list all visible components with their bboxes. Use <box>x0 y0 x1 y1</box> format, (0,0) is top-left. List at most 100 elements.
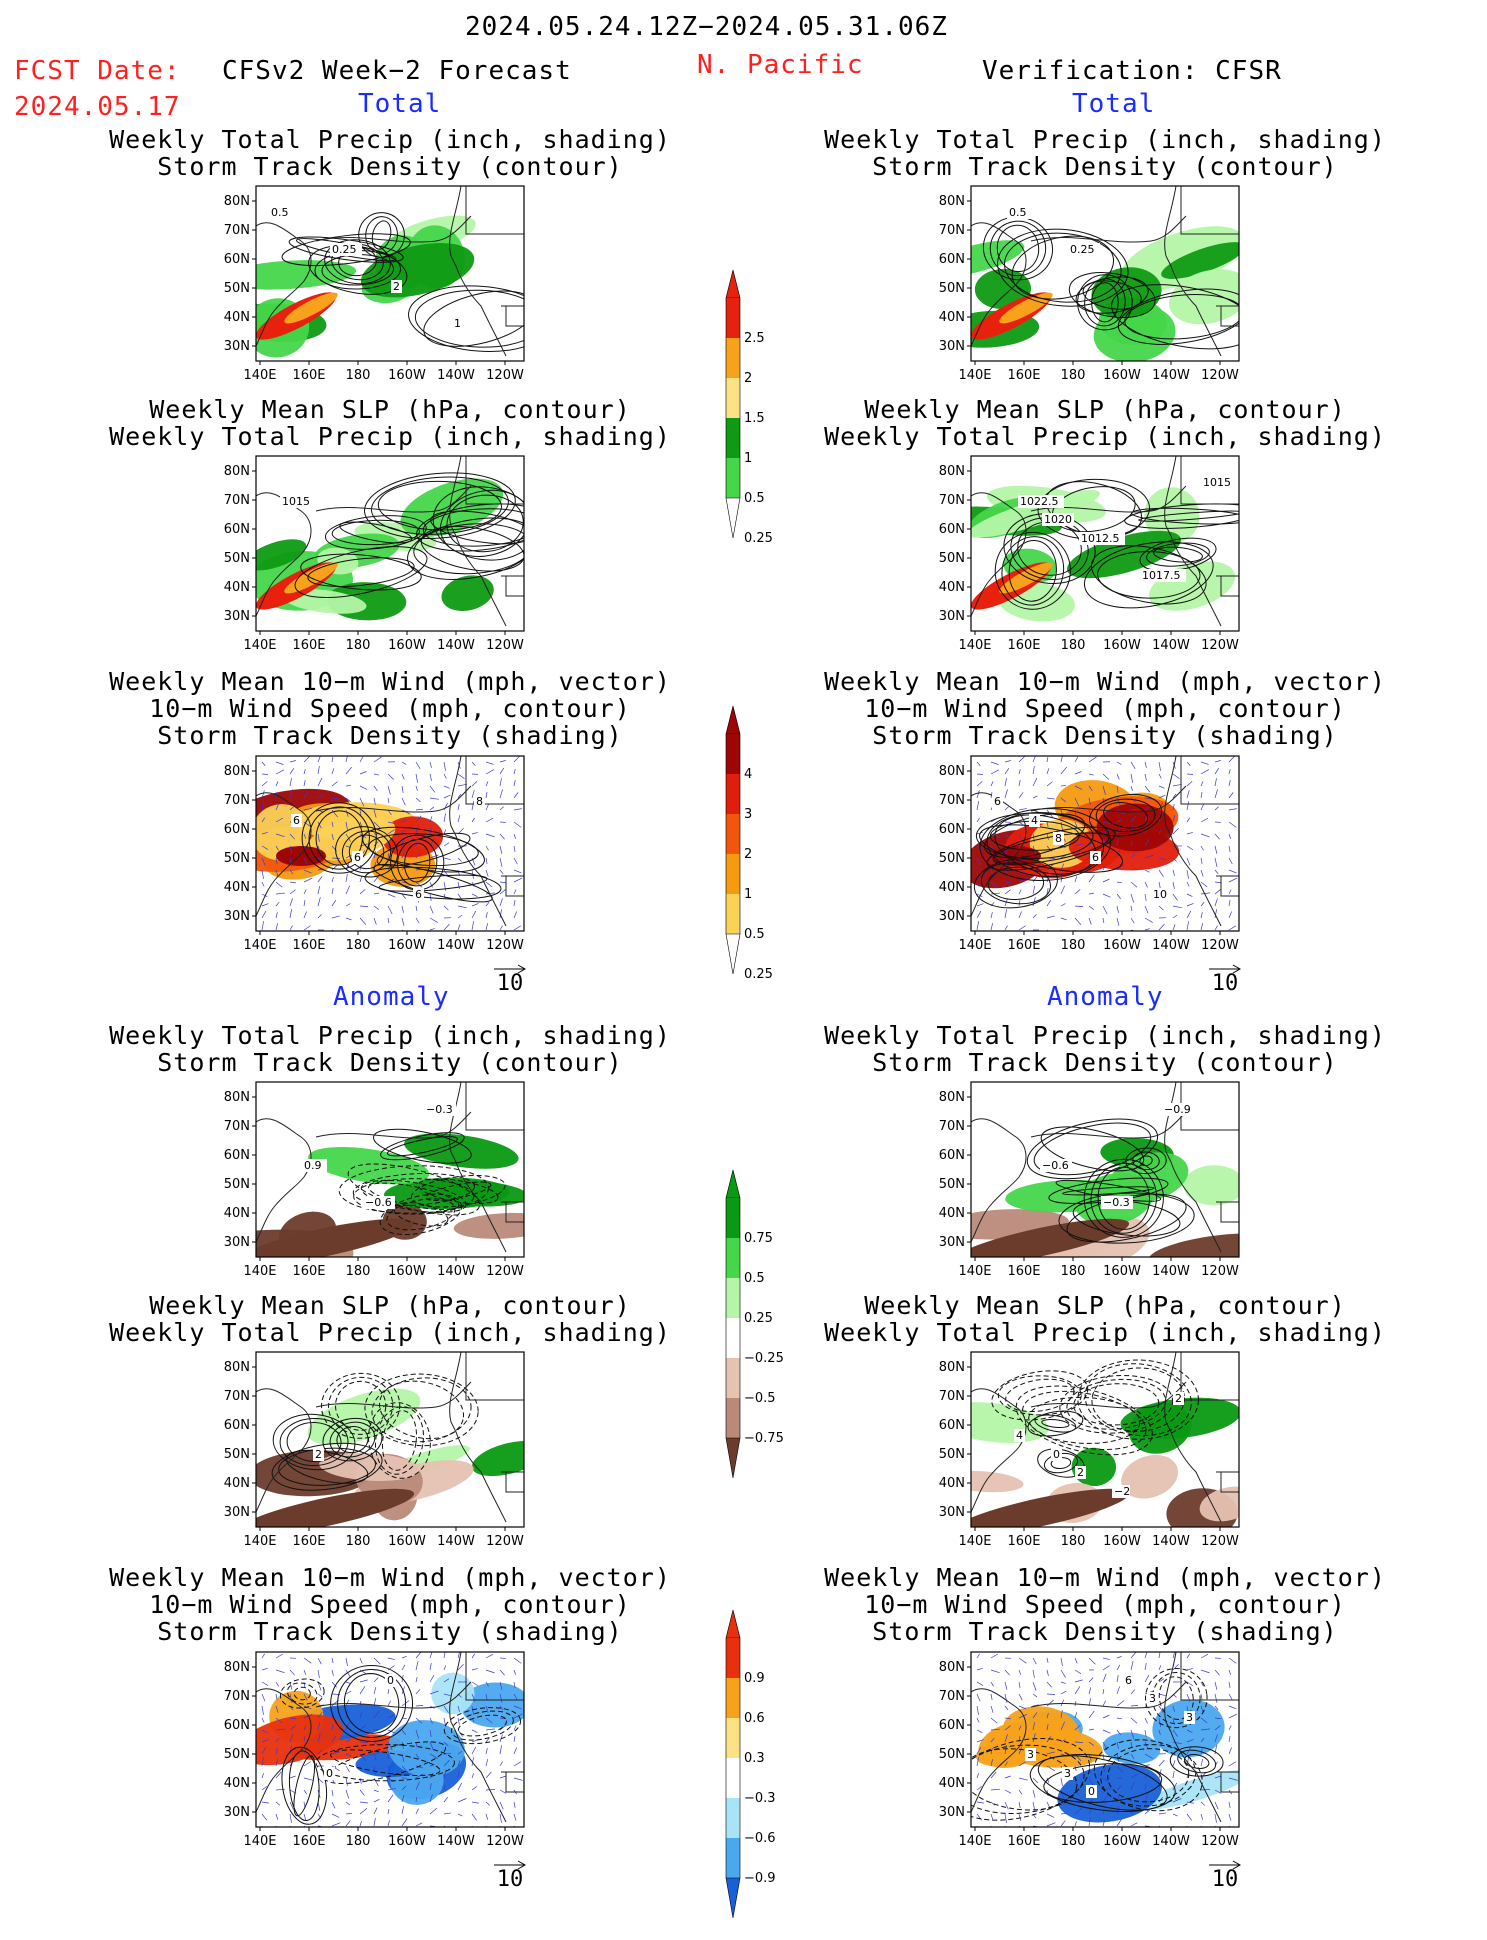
colorbar-tick-label: 0.5 <box>744 491 765 506</box>
panel-title-line: Storm Track Density (contour) <box>90 153 690 180</box>
lon-tick-label: 140W <box>1152 1534 1190 1549</box>
panel-title-line: Weekly Mean SLP (hPa, contour) <box>805 396 1405 423</box>
contour-label: 1022.5 <box>1020 495 1059 508</box>
colorbar-tick-label: 0.3 <box>744 1751 765 1766</box>
lon-tick-label: 140E <box>243 1264 276 1279</box>
lon-tick-label: 160W <box>1103 1534 1141 1549</box>
panel-title-line: Weekly Total Precip (inch, shading) <box>805 126 1405 153</box>
contour-label: 8 <box>1055 832 1062 845</box>
contour-label: 3 <box>1064 1767 1071 1780</box>
lon-tick-label: 160E <box>1007 638 1040 653</box>
lon-tick-label: 160E <box>1007 1834 1040 1849</box>
panel-title-line: Weekly Total Precip (inch, shading) <box>90 423 690 450</box>
colorbar-tick-label: 2 <box>744 847 752 862</box>
lat-tick-label: 80N <box>224 194 250 209</box>
lon-tick-label: 180 <box>346 1264 371 1279</box>
contour-label: 0.5 <box>1009 206 1027 219</box>
lat-tick-label: 30N <box>939 339 965 354</box>
contour-label: 3 <box>1186 1711 1193 1724</box>
colorbar-tick-label: 4 <box>744 767 752 782</box>
colorbar-tick-label: 0.6 <box>744 1711 765 1726</box>
lat-tick-label: 60N <box>939 1418 965 1433</box>
contour-label: 0 <box>387 1674 394 1687</box>
lon-tick-label: 140E <box>958 1834 991 1849</box>
lat-tick-label: 40N <box>224 1206 250 1221</box>
lat-tick-label: 30N <box>939 1805 965 1820</box>
lat-tick-label: 40N <box>939 1206 965 1221</box>
lon-tick-label: 140E <box>243 638 276 653</box>
lat-tick-label: 80N <box>939 764 965 779</box>
lon-tick-label: 140W <box>1152 1264 1190 1279</box>
lon-tick-label: 160W <box>1103 368 1141 383</box>
lat-tick-label: 60N <box>224 1418 250 1433</box>
lon-tick-label: 140W <box>1152 938 1190 953</box>
panel-title-line: 10−m Wind Speed (mph, contour) <box>805 1591 1405 1618</box>
lat-tick-label: 50N <box>224 851 250 866</box>
lon-tick-label: 160W <box>1103 1264 1141 1279</box>
lat-tick-label: 80N <box>939 194 965 209</box>
contour-label: −0.6 <box>1042 1159 1069 1172</box>
contour-label: 4 <box>1031 814 1038 827</box>
lon-tick-label: 160E <box>292 368 325 383</box>
panel-title-line: Weekly Total Precip (inch, shading) <box>90 1319 690 1346</box>
contour-label: 1017.5 <box>1142 569 1181 582</box>
colorbar-tick-label: 0.25 <box>744 967 773 982</box>
colorbar-tick-label: 0.75 <box>744 1231 773 1246</box>
forecast-period: 2024.05.24.12Z−2024.05.31.06Z <box>465 12 948 42</box>
panel-title-line: Weekly Mean 10−m Wind (mph, vector) <box>90 668 690 695</box>
lon-tick-label: 180 <box>1061 1834 1086 1849</box>
colorbar-tick-label: −0.9 <box>744 1871 776 1886</box>
lat-tick-label: 70N <box>224 1689 250 1704</box>
lat-tick-label: 60N <box>224 522 250 537</box>
lon-tick-label: 160E <box>1007 368 1040 383</box>
panel-title-line: Weekly Mean SLP (hPa, contour) <box>90 1292 690 1319</box>
contour-label: 1012.5 <box>1081 532 1120 545</box>
forecast-title: CFSv2 Week−2 Forecast <box>222 56 572 86</box>
lon-tick-label: 120W <box>486 638 524 653</box>
lon-tick-label: 180 <box>1061 938 1086 953</box>
lat-tick-label: 50N <box>224 1747 250 1762</box>
lon-tick-label: 180 <box>346 1534 371 1549</box>
lat-tick-label: 30N <box>939 1505 965 1520</box>
lon-tick-label: 180 <box>346 1834 371 1849</box>
contour-label: 1015 <box>282 495 310 508</box>
lon-tick-label: 160E <box>292 1534 325 1549</box>
lon-tick-label: 140E <box>958 1534 991 1549</box>
lat-tick-label: 40N <box>939 580 965 595</box>
lon-tick-label: 180 <box>1061 1264 1086 1279</box>
contour-label: 6 <box>994 795 1001 808</box>
lat-tick-label: 60N <box>939 822 965 837</box>
panel-title-line: 10−m Wind Speed (mph, contour) <box>805 695 1405 722</box>
reference-vector-label: 10 <box>490 971 530 996</box>
lon-tick-label: 160W <box>388 1534 426 1549</box>
contour-label: 3 <box>1027 1748 1034 1761</box>
lat-tick-label: 50N <box>224 551 250 566</box>
lat-tick-label: 60N <box>224 252 250 267</box>
lon-tick-label: 140W <box>437 1264 475 1279</box>
lon-tick-label: 120W <box>486 368 524 383</box>
panel-title-line: Weekly Total Precip (inch, shading) <box>90 126 690 153</box>
contour-label: 4 <box>1016 1429 1023 1442</box>
contour-label: 1020 <box>1044 513 1072 526</box>
lon-tick-label: 160W <box>388 638 426 653</box>
contour-label: 6 <box>1125 1674 1132 1687</box>
lon-tick-label: 140W <box>437 368 475 383</box>
lon-tick-label: 120W <box>1201 1264 1239 1279</box>
lat-tick-label: 50N <box>939 281 965 296</box>
fcst-date-value: 2024.05.17 <box>14 92 181 122</box>
lon-tick-label: 140E <box>958 938 991 953</box>
lat-tick-label: 80N <box>224 1360 250 1375</box>
lon-tick-label: 160W <box>1103 938 1141 953</box>
lat-tick-label: 60N <box>224 1148 250 1163</box>
contour-label: 2 <box>315 1448 322 1461</box>
lat-tick-label: 80N <box>224 1090 250 1105</box>
lat-tick-label: 60N <box>939 522 965 537</box>
